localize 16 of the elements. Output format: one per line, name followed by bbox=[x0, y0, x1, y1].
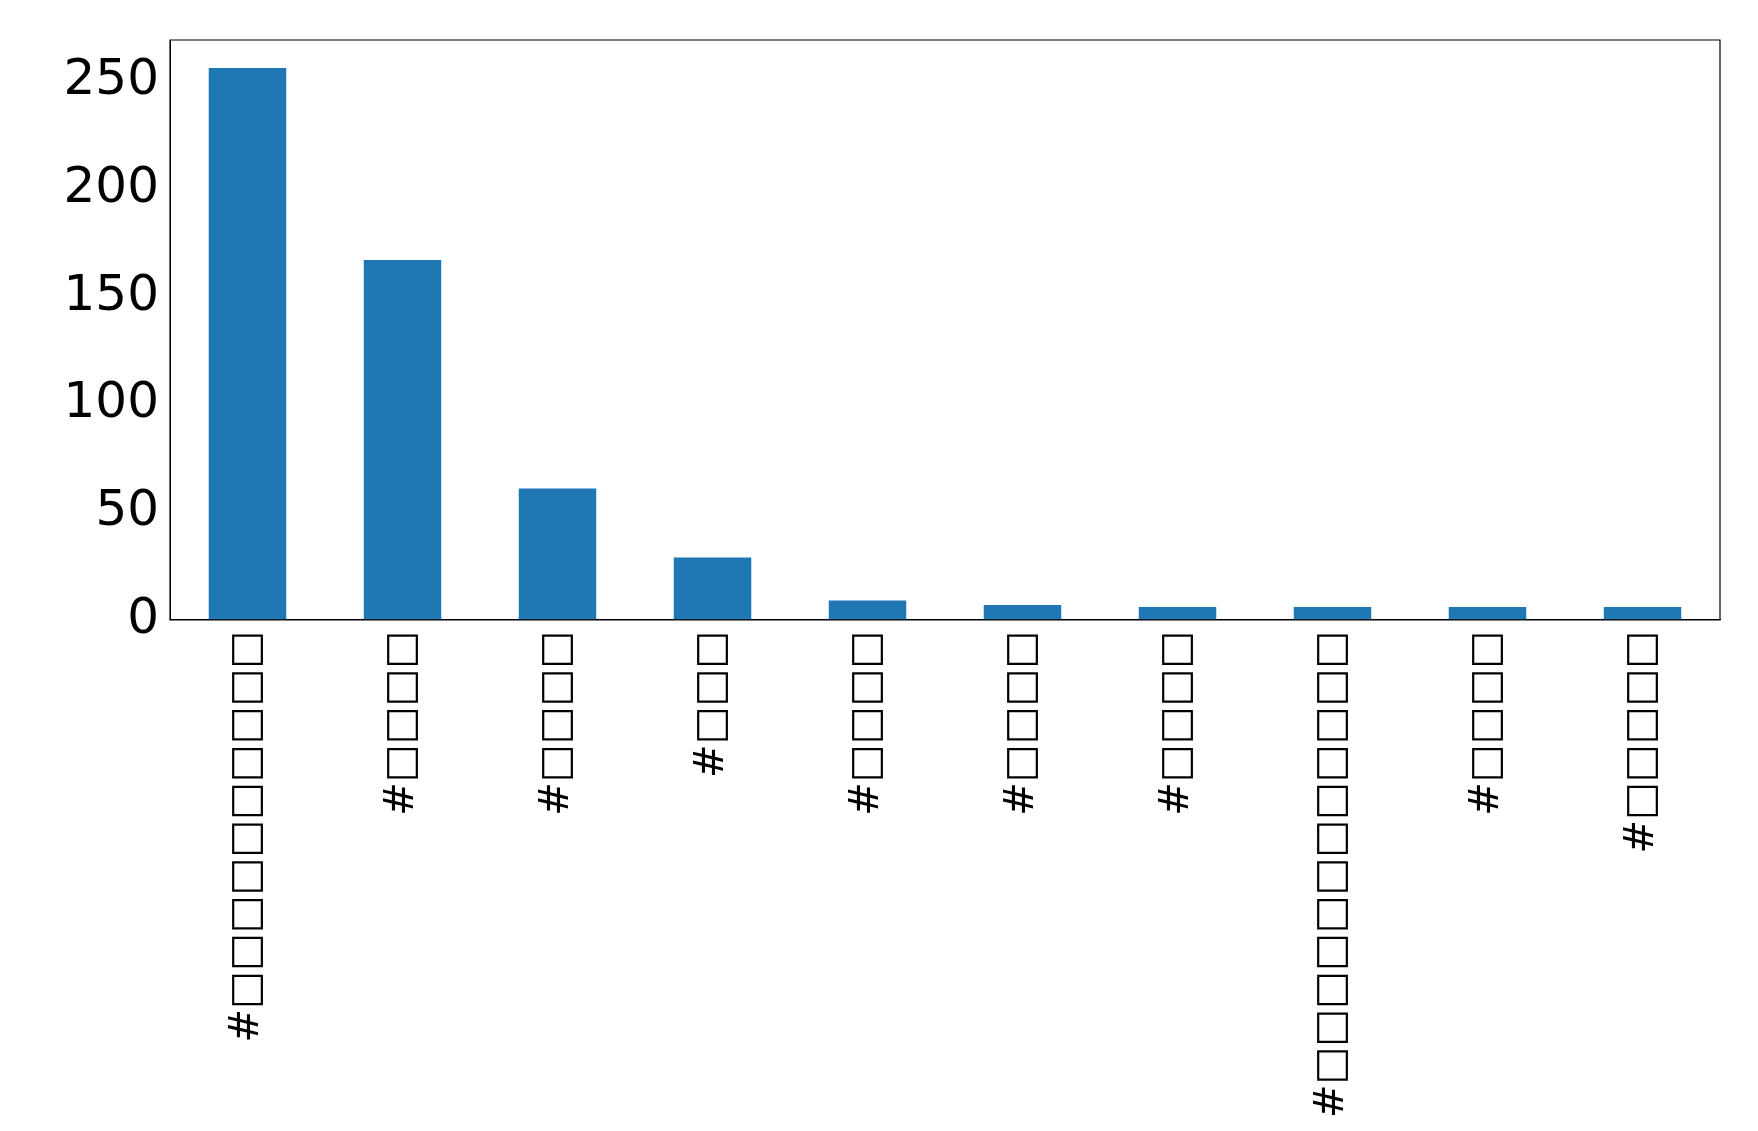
x-tick-label: #□□□□ bbox=[375, 630, 422, 816]
x-tick-label: #□□□□ bbox=[995, 630, 1042, 816]
y-tick-label: 200 bbox=[63, 155, 159, 214]
y-tick-label: 50 bbox=[95, 479, 159, 538]
x-tick-label: #□□□□ bbox=[530, 630, 577, 816]
x-tick-label: #□□□□□□□□□□ bbox=[220, 630, 267, 1043]
x-tick-label: #□□□ bbox=[685, 630, 732, 778]
y-tick-label: 150 bbox=[63, 263, 159, 322]
y-tick-label: 0 bbox=[127, 586, 159, 645]
x-tick-label: #□□□□ bbox=[840, 630, 887, 816]
x-tick-label: #□□□□□ bbox=[1615, 630, 1662, 854]
x-tick-label: #□□□□ bbox=[1460, 630, 1507, 816]
y-tick-label: 250 bbox=[63, 47, 159, 106]
x-tick-label: #□□□□□□□□□□□□ bbox=[1305, 630, 1352, 1118]
x-tick-label: #□□□□ bbox=[1150, 630, 1197, 816]
y-tick-label: 100 bbox=[63, 371, 159, 430]
